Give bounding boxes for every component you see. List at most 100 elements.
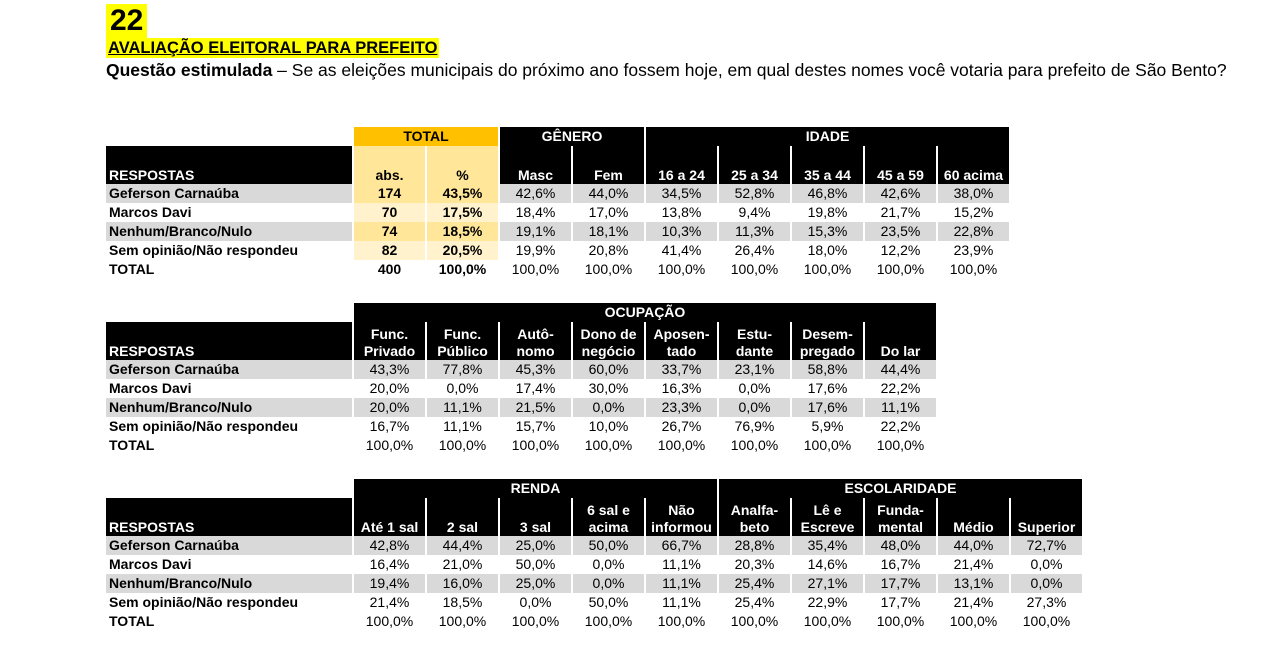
row-label: Geferson Carnaúba <box>106 536 354 555</box>
table-body: Geferson Carnaúba 42,8% 44,4% 25,0% 50,0% 66,… <box>106 536 1084 631</box>
table-cell: 100,0% <box>645 260 719 279</box>
table-cell: 50,0% <box>572 536 646 555</box>
column-header: 3 sal <box>499 498 573 536</box>
table-row: Sem opinião/Não respondeu 21,4% 18,5% 0,0% 5… <box>106 593 1084 612</box>
table-cell: 25,4% <box>718 593 792 612</box>
table-cell: 35,4% <box>791 536 865 555</box>
question-body: – Se as eleições municipais do próximo a… <box>272 60 1227 80</box>
table-cell: 21,0% <box>426 555 500 574</box>
table-cell: 100,0% <box>572 612 646 631</box>
column-header-line2: Do lar <box>880 343 921 359</box>
column-header: 6 sal e acima <box>572 498 646 536</box>
table-cell: 33,7% <box>645 360 719 379</box>
table-cell: 17,4% <box>499 379 573 398</box>
table-cell: 400 <box>353 260 427 279</box>
table-cell: 11,1% <box>426 417 500 436</box>
table-cell: 22,2% <box>864 417 938 436</box>
row-label: TOTAL <box>106 436 354 455</box>
table-cell: 18,4% <box>499 203 573 222</box>
table-cell: 43,5% <box>426 184 500 203</box>
blank-cell <box>106 479 354 498</box>
table-cell: 100,0% <box>353 436 427 455</box>
table-cell: 17,7% <box>864 593 938 612</box>
table-cell: 70 <box>353 203 427 222</box>
column-header: Analfa-beto <box>718 498 792 536</box>
table-cell: 43,3% <box>353 360 427 379</box>
table-cell: 174 <box>353 184 427 203</box>
table-cell: 25,4% <box>718 574 792 593</box>
column-header: Não informou <box>645 498 719 536</box>
table-cell: 20,0% <box>353 379 427 398</box>
table-cell: 100,0% <box>499 436 573 455</box>
table-cell: 100,0% <box>937 612 1011 631</box>
row-label: Geferson Carnaúba <box>106 360 354 379</box>
table-cell: 11,1% <box>645 593 719 612</box>
column-header-line1: Func. <box>370 326 409 342</box>
table-cell: 11,3% <box>718 222 792 241</box>
table-cell: 16,7% <box>353 417 427 436</box>
question-number: 22 <box>106 4 148 38</box>
table-cell: 100,0% <box>426 436 500 455</box>
question-text: Questão estimulada – Se as eleições muni… <box>106 60 1236 81</box>
table-cell: 19,9% <box>499 241 573 260</box>
question-label: Questão estimulada <box>106 60 273 80</box>
column-header: Func. Público <box>426 322 500 360</box>
table-cell: 72,7% <box>1010 536 1084 555</box>
table-cell: 20,8% <box>572 241 646 260</box>
table-cell: 100,0% <box>864 436 938 455</box>
table-cell: 21,4% <box>937 593 1011 612</box>
column-header-line2: 2 sal <box>446 519 479 535</box>
section-title: AVALIAÇÃO ELEITORAL PARA PREFEITO <box>106 38 440 58</box>
column-header: 45 a 59 <box>864 146 938 184</box>
table-cell: 21,5% <box>499 398 573 417</box>
column-header: Dono de negócio <box>572 322 646 360</box>
table-cell: 14,6% <box>791 555 865 574</box>
table-cell: 50,0% <box>499 555 573 574</box>
column-header-line2: negócio <box>581 343 636 359</box>
table-cell: 23,3% <box>645 398 719 417</box>
column-header-line1: 6 sal e <box>587 502 630 518</box>
table-cell: 0,0% <box>1010 555 1084 574</box>
table-cell: 76,9% <box>718 417 792 436</box>
table-cell: 11,1% <box>864 398 938 417</box>
table-cell: 25,0% <box>499 536 573 555</box>
column-header-line1: Func. <box>443 326 482 342</box>
table-cell: 13,1% <box>937 574 1011 593</box>
group-header-ocupacao: OCUPAÇÃO <box>353 303 938 322</box>
table-cell: 15,7% <box>499 417 573 436</box>
table-cell: 21,4% <box>353 593 427 612</box>
table-cell: 15,3% <box>791 222 865 241</box>
table-cell: 41,4% <box>645 241 719 260</box>
table-row: Sem opinião/Não respondeu 82 20,5% 19,9% 20,… <box>106 241 1011 260</box>
table-cell: 100,0% <box>718 260 792 279</box>
table-cell: 12,2% <box>864 241 938 260</box>
table-cell: 17,6% <box>791 379 865 398</box>
row-label: Nenhum/Branco/Nulo <box>106 222 354 241</box>
column-header: Até 1 sal <box>353 498 427 536</box>
table-cell: 44,0% <box>572 184 646 203</box>
column-header-line2: Privado <box>363 343 416 359</box>
table-cell: 100,0% <box>864 612 938 631</box>
table-cell: 30,0% <box>572 379 646 398</box>
column-header-line1: Dono de <box>580 326 637 342</box>
table-cell: 0,0% <box>572 574 646 593</box>
table-cell: 18,0% <box>791 241 865 260</box>
table-cell: 100,0% <box>718 436 792 455</box>
table-cell: 16,3% <box>645 379 719 398</box>
row-label: Nenhum/Branco/Nulo <box>106 574 354 593</box>
row-label: TOTAL <box>106 260 354 279</box>
column-header-line2: acima <box>588 519 629 535</box>
column-header: Fem <box>572 146 646 184</box>
row-label: Marcos Davi <box>106 555 354 574</box>
table-cell: 28,8% <box>718 536 792 555</box>
column-header-line1: Aposen- <box>653 326 710 342</box>
column-header-line1: Funda- <box>877 502 924 518</box>
column-header: 2 sal <box>426 498 500 536</box>
column-header-line2: Até 1 sal <box>360 519 419 535</box>
table-row: Geferson Carnaúba 42,8% 44,4% 25,0% 50,0% 66,… <box>106 536 1084 555</box>
table-body: Geferson Carnaúba 43,3% 77,8% 45,3% 60,0% 33,… <box>106 360 938 455</box>
column-header: Médio <box>937 498 1011 536</box>
column-header: Do lar <box>864 322 938 360</box>
table-cell: 17,5% <box>426 203 500 222</box>
group-header-escolaridade: ESCOLARIDADE <box>718 479 1084 498</box>
